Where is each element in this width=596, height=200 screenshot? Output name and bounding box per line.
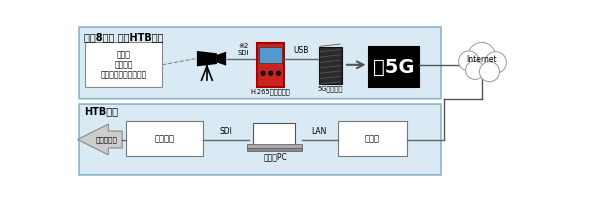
Text: Internet: Internet [467,55,497,64]
Text: LAN: LAN [312,127,327,136]
Text: 5Gプレ端末: 5Gプレ端末 [318,86,343,92]
Polygon shape [197,51,217,66]
Text: ※2
SDI: ※2 SDI [237,43,249,56]
Circle shape [459,51,479,71]
Circle shape [276,71,281,76]
Circle shape [465,61,484,79]
Text: 放送設備: 放送設備 [154,134,175,143]
Text: 光回線: 光回線 [365,134,380,143]
FancyBboxPatch shape [126,121,203,156]
Text: 地上波放送: 地上波放送 [96,136,118,143]
FancyBboxPatch shape [85,42,162,87]
Polygon shape [77,124,122,155]
FancyBboxPatch shape [79,104,441,175]
FancyBboxPatch shape [257,43,284,87]
FancyBboxPatch shape [247,144,302,149]
Text: SDI: SDI [220,127,232,136]
Text: 大通8丁目 雪のHTB広場: 大通8丁目 雪のHTB広場 [83,32,163,42]
FancyBboxPatch shape [253,123,296,146]
FancyBboxPatch shape [79,27,441,99]
Text: 》5G: 》5G [373,58,414,77]
Text: 受信用PC: 受信用PC [263,153,287,162]
FancyBboxPatch shape [247,148,302,151]
FancyBboxPatch shape [259,47,281,62]
Circle shape [260,71,266,76]
Text: 大雪像
ウポポイ
（民族共生象徴空間）: 大雪像 ウポポイ （民族共生象徴空間） [101,50,147,80]
Text: HTB本社: HTB本社 [83,106,117,116]
Circle shape [268,71,274,76]
Circle shape [468,42,496,70]
FancyBboxPatch shape [368,47,418,87]
Circle shape [479,62,499,82]
Polygon shape [217,52,226,66]
FancyBboxPatch shape [318,47,342,84]
Circle shape [485,52,507,73]
FancyBboxPatch shape [338,121,407,156]
Text: H.265エンコーダ: H.265エンコーダ [250,89,290,95]
Text: USB: USB [293,46,309,55]
